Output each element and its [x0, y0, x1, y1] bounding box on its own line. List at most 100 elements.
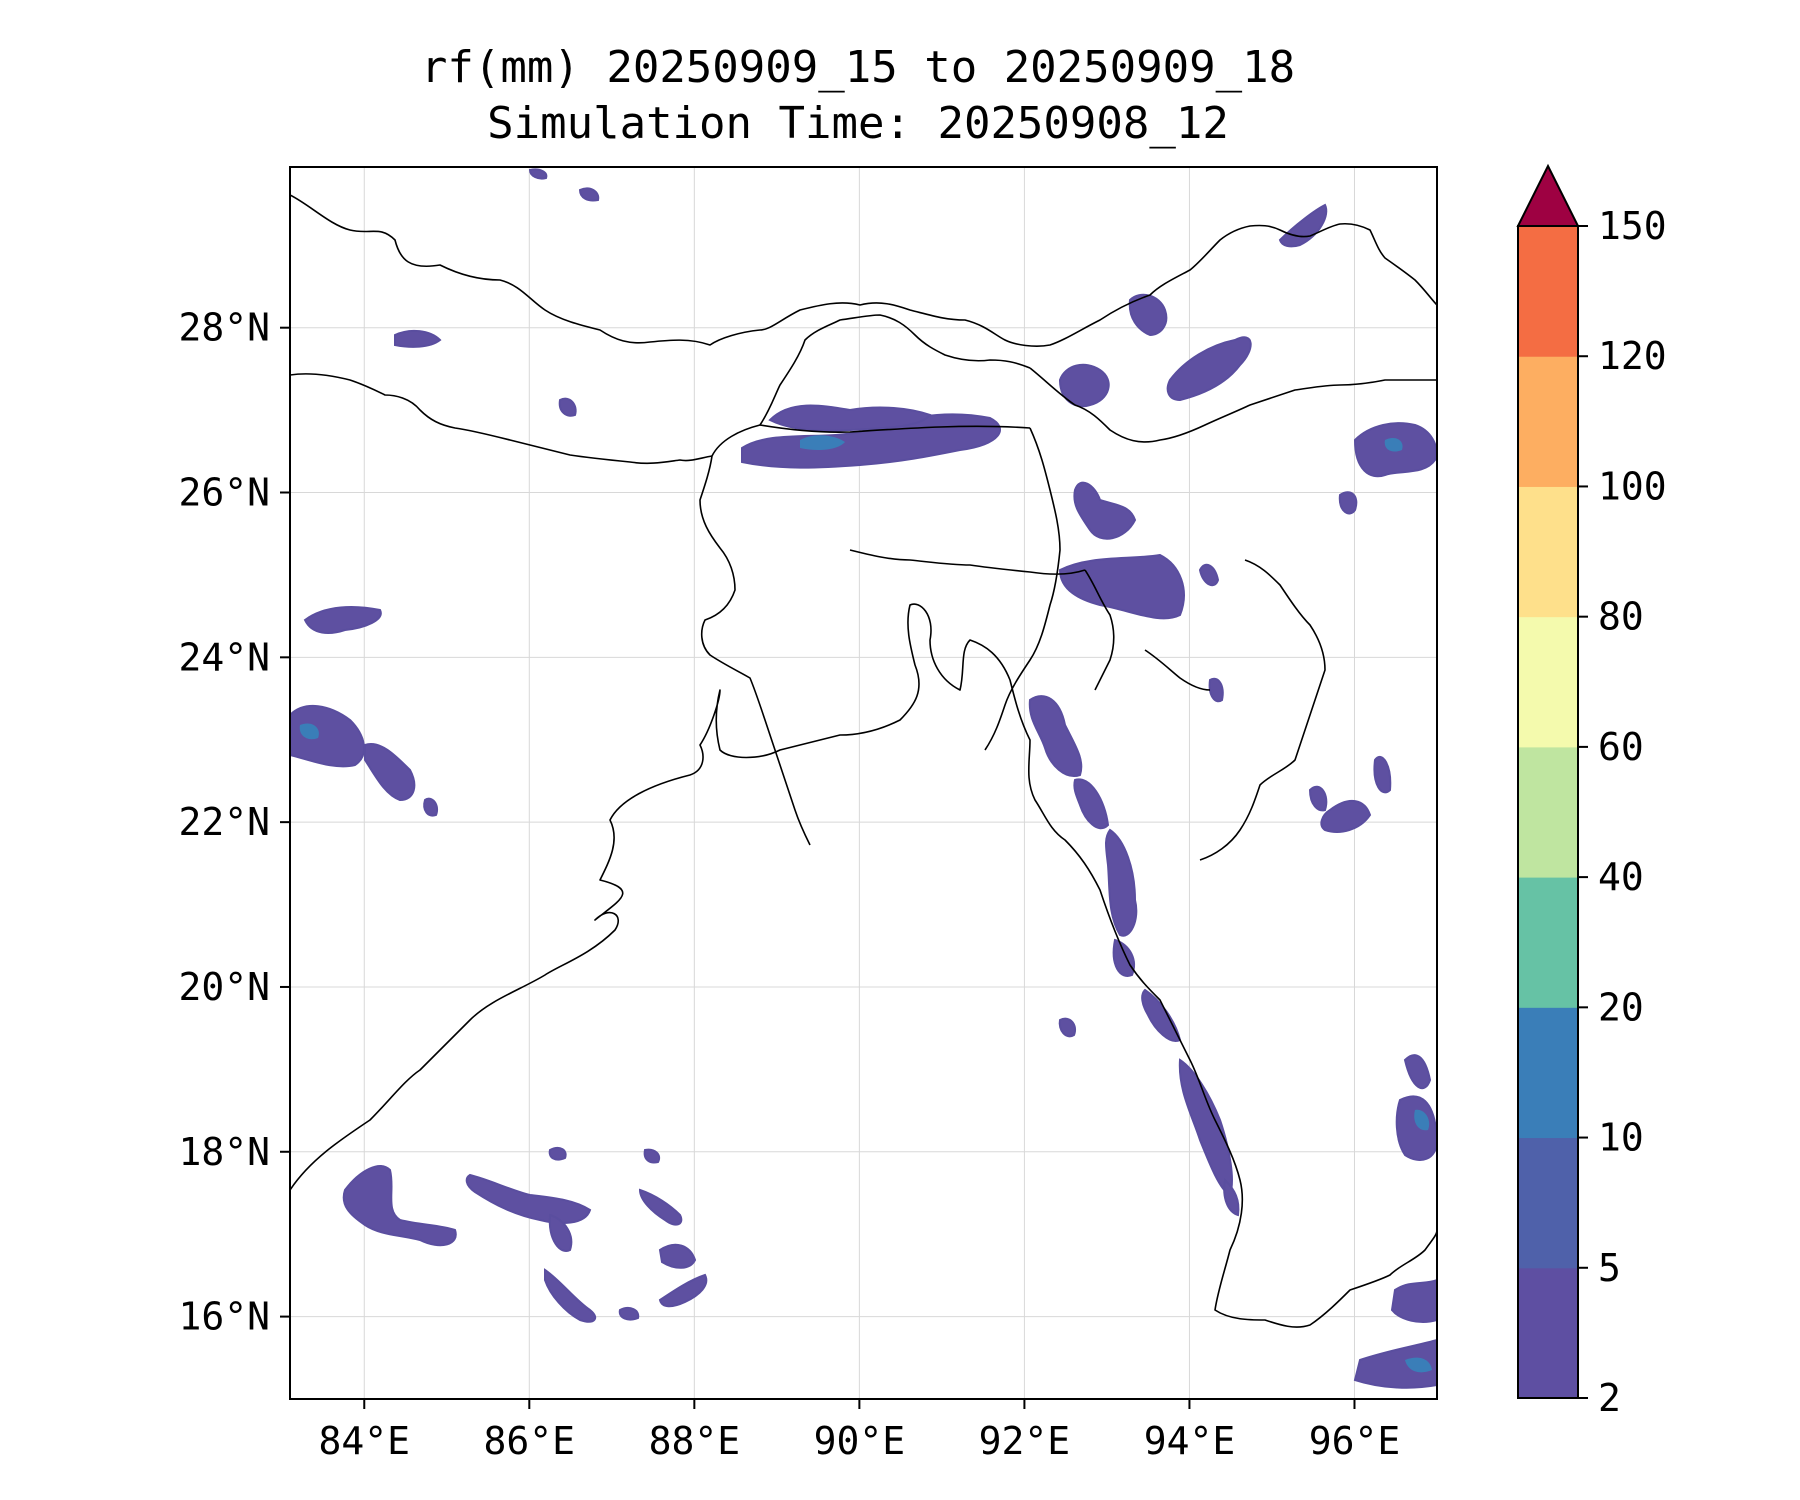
rain-patch: [548, 1147, 567, 1161]
rain-patch: [1058, 553, 1185, 620]
border: [290, 373, 713, 465]
lon-tick-label: 86°E: [484, 1419, 576, 1463]
rain-patch: [1112, 938, 1135, 977]
lon-tick-label: 88°E: [649, 1419, 741, 1463]
coastlines-and-borders: [290, 194, 1437, 1328]
lon-tick-label: 92°E: [979, 1419, 1071, 1463]
colorbar-segment: [1518, 226, 1578, 357]
rain-patch: [658, 1243, 697, 1269]
rain-patch: [1028, 695, 1083, 777]
rain-patch: [1308, 785, 1328, 812]
border: [290, 194, 1437, 347]
rain-patch: [638, 1188, 683, 1226]
rain-patch: [768, 404, 932, 432]
rain-patch: [394, 329, 442, 348]
colorbar-label: 5: [1598, 1246, 1621, 1290]
colorbar-label: 120: [1598, 334, 1667, 378]
colorbar-segment: [1518, 1007, 1578, 1139]
border: [849, 549, 1086, 575]
colorbar-label: 40: [1598, 855, 1644, 899]
rainfall-intense-cores: [299, 435, 1432, 1373]
colorbar-segment: [1518, 486, 1578, 618]
border: [759, 424, 1031, 433]
rain-patch: [342, 1165, 457, 1247]
lat-tick-label: 18°N: [178, 1130, 270, 1174]
longitude-axis: 84°E 86°E 88°E 90°E 92°E 94°E 96°E: [319, 1399, 1401, 1463]
rain-patch: [1166, 336, 1252, 402]
colorbar-segment: [1518, 616, 1578, 748]
border: [1029, 367, 1437, 443]
rain-patch: [1073, 481, 1137, 540]
rain-patch: [658, 1273, 708, 1308]
rain-patch: [1320, 800, 1372, 833]
lat-tick-label: 26°N: [178, 471, 270, 515]
colorbar-extend-arrow: [1516, 163, 1580, 227]
rain-patch: [643, 1148, 661, 1164]
rain-patch: [1198, 563, 1220, 587]
lon-tick-label: 90°E: [814, 1419, 906, 1463]
lat-tick-label: 20°N: [178, 965, 270, 1009]
rain-patch: [1395, 1095, 1437, 1161]
lat-tick-label: 22°N: [178, 800, 270, 844]
colorbar-label: 60: [1598, 725, 1644, 769]
rain-patch: [1403, 1054, 1432, 1090]
rain-patch: [544, 1268, 597, 1323]
lat-tick-label: 24°N: [178, 635, 270, 679]
rain-patch: [364, 743, 416, 802]
colorbar-label: 80: [1598, 595, 1644, 639]
rain-patch: [1223, 1177, 1240, 1217]
rain-patch: [558, 397, 577, 417]
rain-patch: [1208, 677, 1224, 703]
rain-core: [299, 723, 319, 740]
border: [1084, 569, 1115, 691]
title-line-2: Simulation Time: 20250908_12: [487, 98, 1229, 149]
colorbar-label: 100: [1598, 464, 1667, 508]
colorbar-frame: [1517, 225, 1579, 1399]
colorbar-segment: [1518, 746, 1578, 878]
rain-patch: [423, 797, 438, 817]
map-frame: [289, 166, 1438, 1400]
rain-core: [1414, 1109, 1430, 1131]
rainfall-fields: [290, 168, 1437, 1389]
rain-patch: [1105, 828, 1138, 937]
figure-title: rf(mm) 20250909_15 to 20250909_18 Simula…: [421, 42, 1295, 149]
colorbar-segment: [1518, 1137, 1578, 1269]
map-background: [290, 167, 1437, 1399]
rain-core: [800, 435, 845, 450]
rain-patch: [1338, 491, 1358, 515]
border: [1144, 649, 1211, 691]
colorbar-label: 2: [1598, 1376, 1621, 1420]
rain-core: [1384, 438, 1403, 452]
title-line-1: rf(mm) 20250909_15 to 20250909_18: [421, 42, 1295, 93]
rain-patch: [1058, 1017, 1076, 1038]
border: [984, 427, 1061, 751]
rain-patch: [1390, 1278, 1437, 1323]
rain-patch: [303, 606, 382, 634]
border: [1199, 559, 1326, 861]
rain-patch: [1373, 755, 1392, 794]
rain-patch: [290, 704, 365, 768]
rain-patch: [578, 187, 600, 202]
rain-patch: [618, 1307, 640, 1321]
colorbar-segment: [1518, 877, 1578, 1008]
border: [699, 455, 811, 846]
colorbar-label: 150: [1598, 204, 1667, 248]
latitude-axis: 16°N 18°N 20°N 22°N 24°N 26°N 28°N: [178, 306, 290, 1339]
colorbar-segment: [1518, 356, 1578, 487]
border: [711, 314, 1031, 457]
lat-tick-label: 16°N: [178, 1295, 270, 1339]
rain-patch: [1073, 778, 1110, 830]
rain-patch: [465, 1173, 592, 1224]
lon-tick-label: 96°E: [1309, 1419, 1401, 1463]
colorbar: 2 5 10 20 40 60 80 100 120 150: [1516, 163, 1667, 1420]
rain-patch: [1278, 203, 1328, 248]
map-area: 84°E 86°E 88°E 90°E 92°E 94°E 96°E 16°N 18°N 20°…: [178, 166, 1438, 1463]
lon-tick-label: 94°E: [1144, 1419, 1236, 1463]
coastline: [290, 603, 1437, 1328]
lat-tick-label: 28°N: [178, 306, 270, 350]
colorbar-label: 10: [1598, 1116, 1644, 1160]
rain-core: [1405, 1357, 1432, 1373]
rain-patch: [528, 168, 548, 180]
lon-tick-label: 84°E: [319, 1419, 411, 1463]
